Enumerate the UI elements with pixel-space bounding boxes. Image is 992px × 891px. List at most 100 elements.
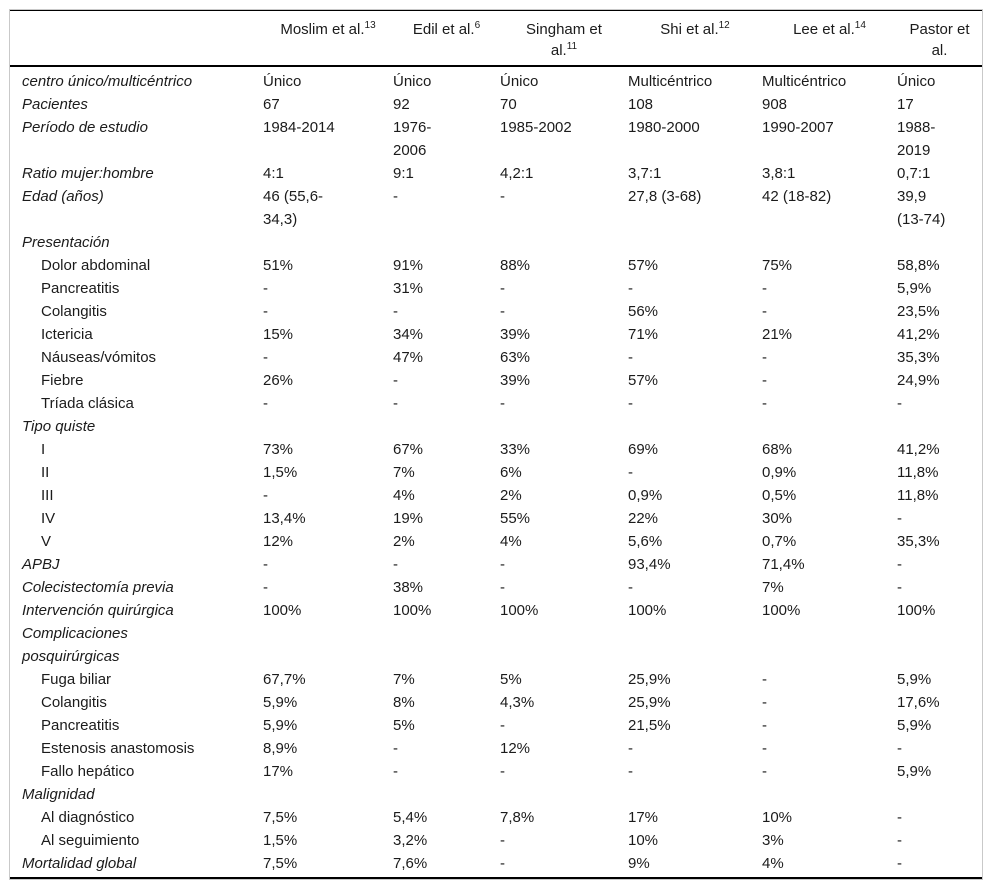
table-row: Colangitis - - - 56% - 23,5%: [10, 300, 982, 323]
value-cell: 4:1: [263, 165, 284, 182]
value-cell: [263, 415, 393, 438]
row-label: Fallo hepático: [41, 763, 135, 780]
value-cell: -: [762, 303, 767, 320]
studies-comparison-table: Moslim et al.13 Edil et al.6 Singham et …: [10, 10, 982, 879]
row-label: IV: [41, 510, 56, 527]
table-row: III - 4% 2% 0,9% 0,5% 11,8%: [10, 484, 982, 507]
value-cell: 1984-2014: [263, 119, 335, 136]
value-cell: Único: [500, 73, 539, 90]
value-cell: 46 (55,6- 34,3): [263, 188, 324, 228]
table-row: Pancreatitis - 31% - - - 5,9%: [10, 277, 982, 300]
value-cell: -: [393, 556, 398, 573]
value-cell: 38%: [393, 579, 424, 596]
value-cell: -: [500, 855, 505, 872]
value-cell: 25,9%: [628, 671, 671, 688]
value-cell: 39%: [500, 326, 531, 343]
value-cell: 69%: [628, 441, 659, 458]
table-row: Náuseas/vómitos - 47% 63% - - 35,3%: [10, 346, 982, 369]
column-header-label: Moslim et al.: [280, 21, 365, 38]
value-cell: 22%: [628, 510, 659, 527]
column-header-label: Edil et al.: [412, 21, 475, 38]
value-cell: [897, 622, 982, 668]
value-cell: 21,5%: [628, 717, 671, 734]
value-cell: 908: [762, 96, 788, 113]
value-cell: 100%: [762, 602, 801, 619]
value-cell: 35,3%: [897, 349, 940, 366]
value-cell: 33%: [500, 441, 531, 458]
value-cell: -: [500, 556, 505, 573]
value-cell: -: [762, 763, 767, 780]
value-cell: -: [500, 832, 505, 849]
value-cell: 100%: [393, 602, 432, 619]
value-cell: 5,9%: [263, 717, 298, 734]
value-cell: -: [762, 671, 767, 688]
row-label: Colangitis: [41, 303, 107, 320]
value-cell: -: [500, 303, 505, 320]
value-cell: 57%: [628, 372, 659, 389]
value-cell: 39%: [500, 372, 531, 389]
value-cell: 13,4%: [263, 510, 306, 527]
value-cell: -: [897, 740, 902, 757]
table-row: Fuga biliar 67,7% 7% 5% 25,9% - 5,9%: [10, 668, 982, 691]
value-cell: 7,8%: [500, 809, 535, 826]
column-header-label: Lee et al.: [793, 21, 855, 38]
value-cell: 2%: [500, 487, 522, 504]
column-header-label: Shi et al.: [660, 21, 719, 38]
row-label: Al seguimiento: [41, 832, 140, 849]
value-cell: 68%: [762, 441, 793, 458]
column-header-label: Singham et al.: [526, 21, 602, 59]
value-cell: 6%: [500, 464, 522, 481]
value-cell: 17: [897, 96, 914, 113]
value-cell: 1985-2002: [500, 119, 572, 136]
value-cell: -: [762, 280, 767, 297]
table-row: Al seguimiento 1,5% 3,2% - 10% 3% -: [10, 829, 982, 852]
value-cell: 2%: [393, 533, 415, 550]
value-cell: 1980-2000: [628, 119, 700, 136]
table-row: Al diagnóstico 7,5% 5,4% 7,8% 17% 10% -: [10, 806, 982, 829]
value-cell: -: [393, 395, 398, 412]
value-cell: 0,5%: [762, 487, 797, 504]
value-cell: -: [628, 280, 633, 297]
column-header-edil: Edil et al.6: [393, 10, 500, 67]
value-cell: 0,7:1: [897, 165, 931, 182]
column-header-singham: Singham et al.11: [500, 10, 628, 67]
table-row: Dolor abdominal 51% 91% 88% 57% 75% 58,8%: [10, 254, 982, 277]
value-cell: -: [762, 740, 767, 757]
value-cell: 51%: [263, 257, 294, 274]
value-cell: 73%: [263, 441, 294, 458]
value-cell: 7%: [393, 464, 415, 481]
value-cell: 67,7%: [263, 671, 306, 688]
column-header-shi: Shi et al.12: [628, 10, 762, 67]
value-cell: 4%: [500, 533, 522, 550]
value-cell: 100%: [897, 602, 936, 619]
value-cell: 26%: [263, 372, 294, 389]
value-cell: 4,2:1: [500, 165, 534, 182]
value-cell: -: [393, 740, 398, 757]
value-cell: [393, 622, 500, 668]
value-cell: -: [897, 510, 902, 527]
value-cell: 7%: [393, 671, 415, 688]
row-label: Período de estudio: [22, 119, 148, 136]
table-row: Colecistectomía previa - 38% - - 7% -: [10, 576, 982, 599]
value-cell: -: [628, 349, 633, 366]
value-cell: 15%: [263, 326, 294, 343]
row-label: Ictericia: [41, 326, 93, 343]
value-cell: -: [628, 395, 633, 412]
column-header-lee: Lee et al.14: [762, 10, 897, 67]
value-cell: 93,4%: [628, 556, 671, 573]
value-cell: -: [263, 556, 268, 573]
value-cell: [263, 622, 393, 668]
value-cell: -: [263, 487, 268, 504]
value-cell: [762, 231, 897, 254]
value-cell: -: [897, 832, 902, 849]
value-cell: [628, 415, 762, 438]
value-cell: [762, 622, 897, 668]
row-label: centro único/multicéntrico: [22, 73, 193, 90]
table-header: Moslim et al.13 Edil et al.6 Singham et …: [10, 10, 982, 67]
table-row: Estenosis anastomosis 8,9% - 12% - - -: [10, 737, 982, 760]
value-cell: Único: [393, 73, 432, 90]
table-row: Colangitis 5,9% 8% 4,3% 25,9% - 17,6%: [10, 691, 982, 714]
value-cell: 7%: [762, 579, 784, 596]
value-cell: 108: [628, 96, 654, 113]
row-label: III: [41, 487, 54, 504]
